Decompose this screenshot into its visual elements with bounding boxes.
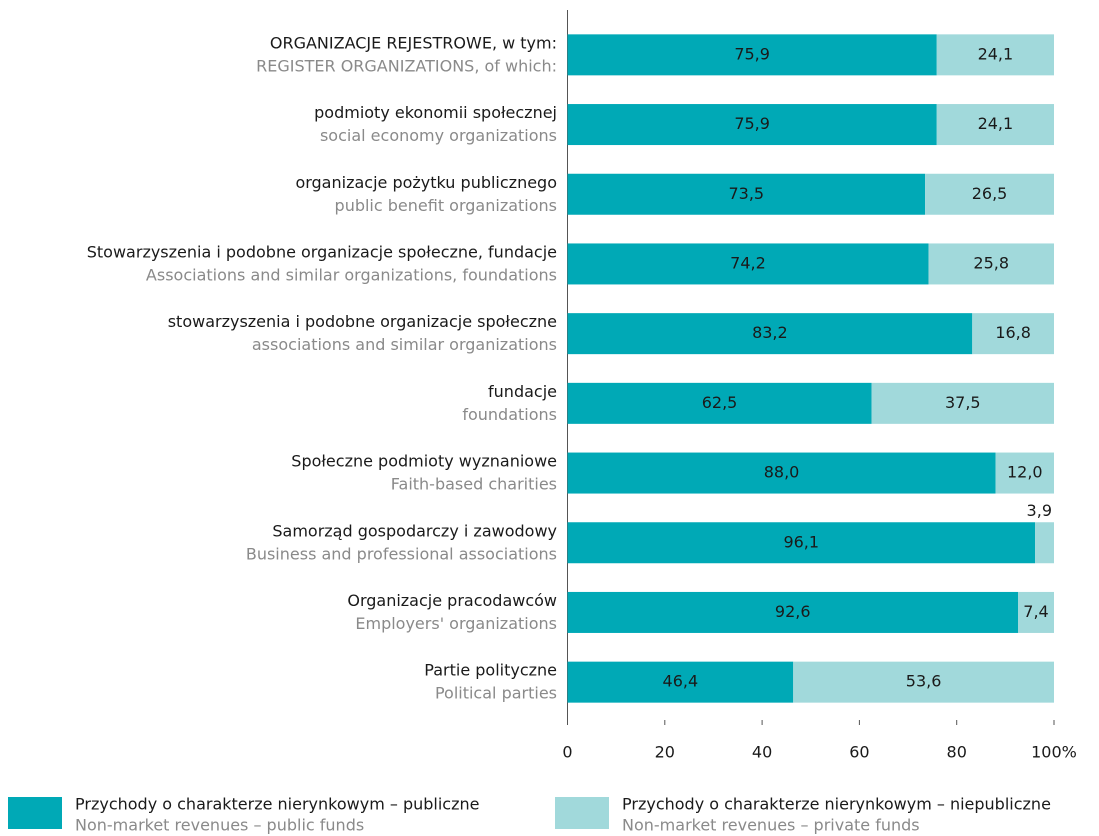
- category-label-en: Business and professional associations: [246, 544, 557, 563]
- category-label-en: associations and similar organizations: [252, 335, 557, 354]
- x-tick-label: 80: [947, 743, 967, 762]
- category-label: stowarzyszenia i podobne organizacje spo…: [168, 312, 557, 331]
- bar-segment: [567, 313, 973, 355]
- legend-label-en: Non-market revenues – private funds: [622, 816, 920, 835]
- value-label: 74,2: [730, 253, 766, 272]
- category-label: fundacje: [488, 382, 557, 401]
- value-label: 24,1: [978, 44, 1014, 63]
- bar-segment: [567, 522, 1036, 564]
- value-label: 37,5: [945, 393, 981, 412]
- bar-segment: [567, 104, 937, 146]
- value-label: 92,6: [775, 602, 811, 621]
- category-label: Stowarzyszenia i podobne organizacje spo…: [87, 242, 557, 261]
- legend-label-en: Non-market revenues – public funds: [75, 816, 364, 835]
- x-tick-label: 100%: [1031, 743, 1077, 762]
- bar-segment: [972, 313, 1054, 355]
- bar-segment: [567, 173, 926, 215]
- category-label: Społeczne podmioty wyznaniowe: [291, 452, 557, 471]
- category-label-en: social economy organizations: [320, 126, 557, 145]
- value-label: 96,1: [783, 532, 819, 551]
- category-label-en: Associations and similar organizations, …: [146, 265, 557, 284]
- category-label-en: Employers' organizations: [355, 614, 557, 633]
- bar-segment: [1017, 591, 1054, 633]
- value-label: 7,4: [1023, 602, 1048, 621]
- category-label-en: foundations: [462, 405, 557, 424]
- value-label: 73,5: [728, 184, 764, 203]
- value-label: 75,9: [734, 114, 770, 133]
- value-label: 12,0: [1007, 463, 1043, 482]
- value-label: 24,1: [978, 114, 1014, 133]
- value-label: 16,8: [995, 323, 1031, 342]
- value-label: 75,9: [734, 44, 770, 63]
- category-label: Partie polityczne: [424, 661, 557, 680]
- category-label-en: public benefit organizations: [335, 196, 557, 215]
- category-label-en: Political parties: [435, 684, 557, 703]
- category-label-en: Faith-based charities: [391, 475, 557, 494]
- legend-swatch: [555, 797, 609, 829]
- value-label: 46,4: [663, 672, 699, 691]
- value-label: 26,5: [972, 184, 1008, 203]
- value-label: 88,0: [764, 463, 800, 482]
- x-tick-label: 40: [752, 743, 772, 762]
- bar-segment: [925, 173, 1054, 215]
- bar-segment: [928, 243, 1054, 285]
- category-label: podmioty ekonomii społecznej: [314, 103, 557, 122]
- value-label: 83,2: [752, 323, 788, 342]
- x-tick-label: 0: [562, 743, 572, 762]
- category-label: ORGANIZACJE REJESTROWE, w tym:: [270, 33, 557, 52]
- bar-segment: [567, 452, 996, 494]
- bar-segment: [567, 382, 872, 424]
- bar-segment: [1035, 522, 1054, 564]
- bar-segment: [567, 591, 1018, 633]
- bar-segment: [567, 34, 937, 76]
- bar-segment: [871, 382, 1054, 424]
- bar-segment: [567, 661, 794, 703]
- bar-segment: [936, 34, 1054, 76]
- x-tick-label: 60: [849, 743, 869, 762]
- bar-segment: [936, 104, 1054, 146]
- bar-segment: [995, 452, 1054, 494]
- value-label: 25,8: [973, 253, 1009, 272]
- category-label: Organizacje pracodawców: [347, 591, 557, 610]
- category-label-en: REGISTER ORGANIZATIONS, of which:: [256, 56, 557, 75]
- value-label: 3,9: [1027, 501, 1052, 520]
- category-label: Samorząd gospodarczy i zawodowy: [272, 521, 557, 540]
- legend-swatch: [8, 797, 62, 829]
- legend-label: Przychody o charakterze nierynkowym – ni…: [622, 795, 1051, 814]
- x-tick-label: 20: [655, 743, 675, 762]
- value-label: 53,6: [906, 672, 942, 691]
- category-label: organizacje pożytku publicznego: [295, 173, 557, 192]
- bar-segment: [793, 661, 1054, 703]
- legend-label: Przychody o charakterze nierynkowym – pu…: [75, 795, 479, 814]
- value-label: 62,5: [702, 393, 738, 412]
- bar-segment: [567, 243, 929, 285]
